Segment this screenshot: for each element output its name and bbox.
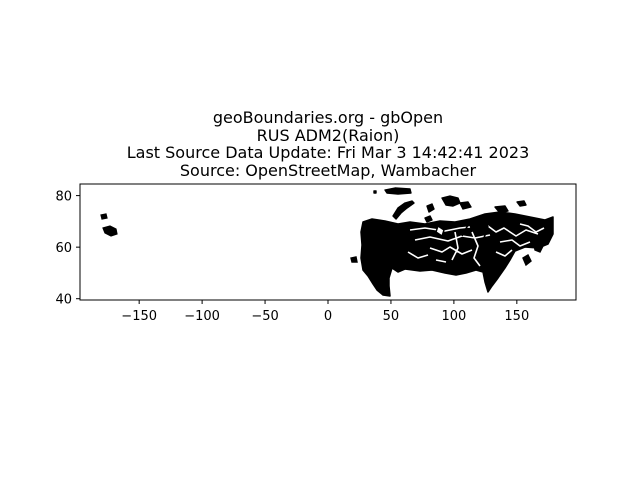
sakhalin-outline xyxy=(522,254,532,267)
kamchatka-outline xyxy=(532,235,546,253)
y-tick-label: 80 xyxy=(55,190,72,205)
y-axis: 40 60 80 xyxy=(55,190,80,308)
ob-gulf-outline xyxy=(435,224,445,238)
y-tick-label: 40 xyxy=(55,293,72,308)
chukotka-boundaries xyxy=(100,213,118,237)
x-tick-label: −50 xyxy=(251,309,278,324)
x-tick-label: 150 xyxy=(504,309,529,324)
boundary-lines xyxy=(407,223,545,267)
boundary-map xyxy=(100,187,554,297)
x-tick-label: 0 xyxy=(324,309,332,324)
x-tick-label: 100 xyxy=(441,309,466,324)
boundary-interior-edge xyxy=(461,217,491,249)
arctic-islands xyxy=(373,187,527,223)
x-axis: −150 −100 −50 0 50 100 150 xyxy=(121,300,529,324)
title-line-4: Source: OpenStreetMap, Wambacher xyxy=(180,161,477,180)
title-line-2: RUS ADM2(Raion) xyxy=(257,126,400,145)
x-tick-label: −100 xyxy=(184,309,220,324)
map-title: geoBoundaries.org - gbOpen RUS ADM2(Raio… xyxy=(127,108,530,180)
russia-boundaries xyxy=(350,211,554,297)
x-tick-label: 50 xyxy=(383,309,400,324)
title-line-1: geoBoundaries.org - gbOpen xyxy=(213,108,443,127)
y-tick-label: 60 xyxy=(55,241,72,256)
kaliningrad-outline xyxy=(350,256,358,263)
x-tick-label: −150 xyxy=(121,309,157,324)
russia-landmass xyxy=(360,211,554,297)
title-line-3: Last Source Data Update: Fri Mar 3 14:42… xyxy=(127,143,530,162)
